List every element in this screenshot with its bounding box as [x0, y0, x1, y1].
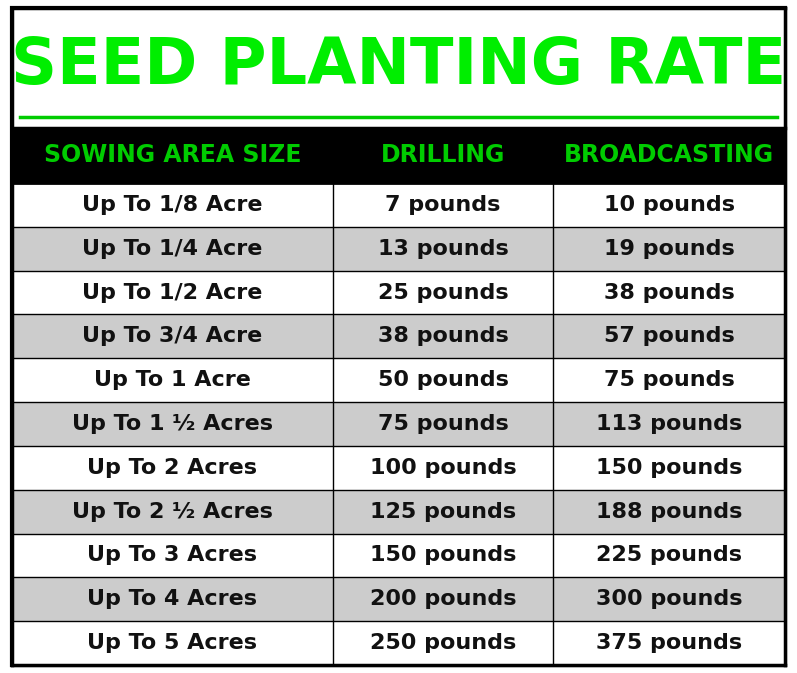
Text: 38 pounds: 38 pounds — [603, 283, 734, 303]
Text: Up To 2 Acres: Up To 2 Acres — [88, 458, 257, 478]
Text: 150 pounds: 150 pounds — [596, 458, 742, 478]
Bar — [12, 271, 785, 314]
Text: SOWING AREA SIZE: SOWING AREA SIZE — [44, 143, 301, 168]
Bar — [12, 446, 785, 490]
Text: 125 pounds: 125 pounds — [370, 501, 516, 522]
Text: 75 pounds: 75 pounds — [378, 414, 508, 434]
Text: BROADCASTING: BROADCASTING — [564, 143, 774, 168]
Text: Up To 3/4 Acre: Up To 3/4 Acre — [82, 326, 262, 347]
Text: 57 pounds: 57 pounds — [603, 326, 734, 347]
Text: SEED PLANTING RATE: SEED PLANTING RATE — [11, 34, 786, 97]
Text: Up To 1/2 Acre: Up To 1/2 Acre — [82, 283, 262, 303]
Text: 13 pounds: 13 pounds — [378, 239, 508, 258]
Text: 375 pounds: 375 pounds — [596, 633, 742, 653]
Text: Up To 2 ½ Acres: Up To 2 ½ Acres — [72, 501, 273, 522]
Text: DRILLING: DRILLING — [381, 143, 505, 168]
Text: 150 pounds: 150 pounds — [370, 545, 516, 565]
Text: 225 pounds: 225 pounds — [596, 545, 742, 565]
Text: 10 pounds: 10 pounds — [603, 195, 735, 215]
Text: 250 pounds: 250 pounds — [370, 633, 516, 653]
Text: 188 pounds: 188 pounds — [596, 501, 742, 522]
Text: 100 pounds: 100 pounds — [370, 458, 516, 478]
Bar — [12, 621, 785, 665]
Bar — [12, 8, 785, 128]
Text: 200 pounds: 200 pounds — [370, 590, 516, 609]
Bar — [12, 358, 785, 402]
Text: 50 pounds: 50 pounds — [378, 370, 508, 390]
Bar — [12, 227, 785, 271]
Text: Up To 3 Acres: Up To 3 Acres — [88, 545, 257, 565]
Bar — [12, 490, 785, 534]
Bar — [12, 183, 785, 227]
Text: Up To 4 Acres: Up To 4 Acres — [88, 590, 257, 609]
Text: 75 pounds: 75 pounds — [603, 370, 734, 390]
Text: 25 pounds: 25 pounds — [378, 283, 508, 303]
Text: 19 pounds: 19 pounds — [603, 239, 734, 258]
Bar — [12, 402, 785, 446]
Bar — [12, 534, 785, 577]
Text: Up To 1/8 Acre: Up To 1/8 Acre — [82, 195, 263, 215]
Text: Up To 1 ½ Acres: Up To 1 ½ Acres — [72, 414, 273, 434]
Text: 7 pounds: 7 pounds — [385, 195, 501, 215]
Bar — [12, 128, 785, 183]
Text: Up To 1 Acre: Up To 1 Acre — [94, 370, 251, 390]
Text: Up To 5 Acres: Up To 5 Acres — [88, 633, 257, 653]
Text: 300 pounds: 300 pounds — [596, 590, 742, 609]
Bar — [12, 577, 785, 621]
Text: 113 pounds: 113 pounds — [596, 414, 742, 434]
Text: Up To 1/4 Acre: Up To 1/4 Acre — [82, 239, 262, 258]
Bar — [12, 314, 785, 358]
Text: 38 pounds: 38 pounds — [378, 326, 508, 347]
